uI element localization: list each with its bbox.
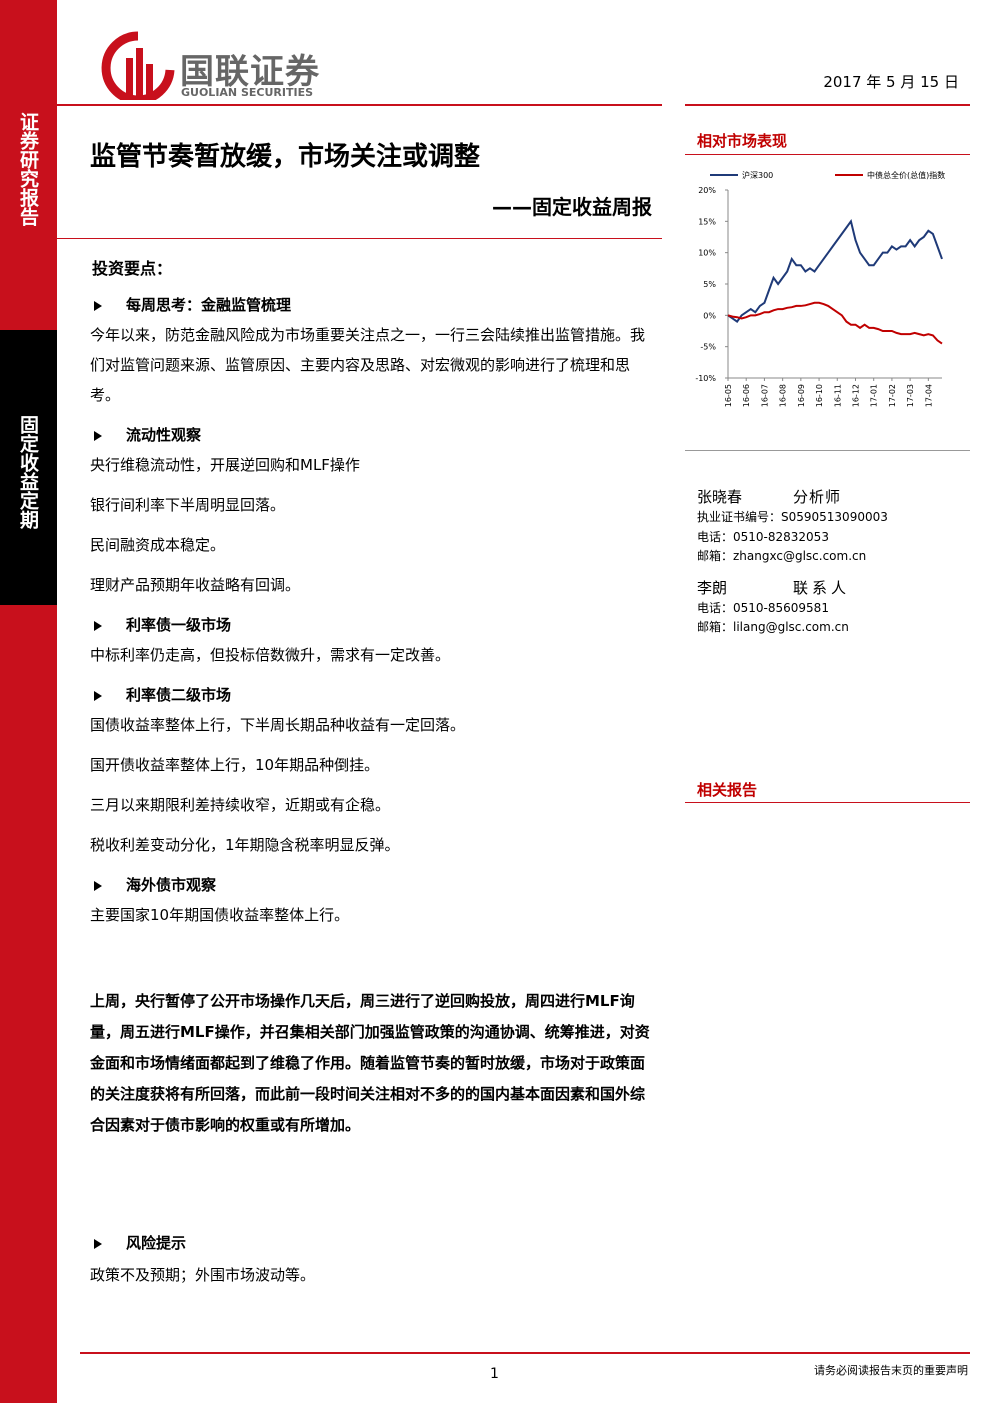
analyst-role: 分析师 — [793, 488, 842, 506]
rule — [80, 1352, 970, 1354]
risk-heading-row: 风险提示 — [90, 1228, 186, 1258]
paragraph: 民间融资成本稳定。 — [90, 536, 226, 554]
x-tick-label: 16-08 — [779, 384, 788, 407]
series-line — [727, 218, 943, 323]
analyst-role: 联系人 — [793, 578, 851, 597]
rule — [57, 238, 662, 239]
analysts: 张晓春 分析师执业证书编号：S0590513090003 电话：0510-82832… — [697, 486, 967, 638]
key-points: 投资要点： — [92, 259, 173, 278]
section-heading-row: 流动性观察 — [90, 420, 656, 450]
analyst-name: 李朗 — [697, 578, 728, 597]
y-tick-label: 15% — [698, 217, 716, 226]
series-line — [727, 301, 943, 345]
paragraph: 国开债收益率整体上行，10年期品种倒挂。 — [90, 756, 380, 774]
report-date: 2017 年 5 月 15 日 — [823, 73, 959, 91]
footer-note: 请务必阅读报告末页的重要声明 — [814, 1364, 968, 1377]
sections: 每周思考：金融监管梳理今年以来，防范金融风险成为市场重要关注点之一，一行三会陆续… — [90, 290, 656, 940]
chart: -10% -5% 0% 5% 10% 15% 20% 16-05 16-06 16-07 16-08… — [695, 170, 945, 407]
bullet-arrow — [94, 690, 102, 701]
sidebar-top-text: 证券研究报告 — [17, 112, 39, 226]
analyst-contact: 电话：0510-82832053 — [697, 529, 829, 544]
chart-heading: 相对市场表现 — [697, 132, 788, 150]
related-heading: 相关报告 — [697, 781, 758, 799]
legend-label: 沪深300 — [742, 170, 773, 180]
rule — [685, 104, 970, 106]
paragraph: 中标利率仍走高，但投标倍数微升，需求有一定改善。 — [90, 646, 451, 664]
page-number: 1 — [490, 1366, 499, 1382]
logo-mark — [101, 31, 175, 100]
risk-heading: 风险提示 — [126, 1234, 187, 1252]
bullet-arrow — [94, 880, 102, 891]
paragraph: 理财产品预期年收益略有回调。 — [90, 576, 301, 594]
bullet-arrow — [94, 620, 102, 631]
x-tick-label: 17-02 — [888, 384, 897, 407]
section-heading: 利率债二级市场 — [126, 686, 232, 704]
subtitle: ——固定收益周报 — [492, 195, 652, 219]
section-heading-row: 每周思考：金融监管梳理 — [90, 290, 656, 320]
x-tick-label: 16-05 — [724, 384, 733, 407]
logo-text: 国联证券 — [180, 52, 320, 92]
paragraph: 主要国家10年期国债收益率整体上行。 — [90, 906, 350, 924]
analyst-row: 张晓春 分析师 — [697, 486, 967, 508]
paragraph: 央行维稳流动性，开展逆回购和MLF操作 — [90, 456, 360, 474]
x-tick-label: 17-03 — [906, 384, 915, 407]
section-heading-row: 海外债市观察 — [90, 870, 656, 900]
sidebar-middle: 固定收益定期 — [0, 330, 57, 605]
summary: 上周，央行暂停了公开市场操作几天后，周三进行了逆回购投放，周四进行MLF询量，周… — [90, 992, 650, 1134]
bullet-arrow — [94, 430, 102, 441]
x-tick-label: 17-04 — [924, 384, 933, 407]
paragraph: 税收利差变动分化，1年期隐含税率明显反弹。 — [90, 836, 400, 854]
analyst-contact: 电话：0510-85609581 — [697, 600, 829, 615]
sidebar-top: 证券研究报告 — [0, 0, 57, 330]
analyst-name: 张晓春 — [697, 488, 743, 506]
logo-en: GUOLIAN SECURITIES — [181, 86, 313, 99]
title: 监管节奏暂放缓，市场关注或调整 — [90, 142, 481, 172]
section-heading-row: 利率债一级市场 — [90, 610, 656, 640]
analyst-contact: 邮箱：lilang@glsc.com.cn — [697, 620, 849, 634]
x-tick-label: 16-06 — [742, 384, 751, 407]
x-tick-label: 16-11 — [833, 384, 842, 407]
y-tick-label: 0% — [703, 311, 716, 320]
paragraph: 银行间利率下半周明显回落。 — [90, 496, 286, 514]
rule — [685, 802, 970, 803]
section-heading: 利率债一级市场 — [126, 616, 232, 634]
x-tick-label: 16-10 — [815, 384, 824, 407]
rule — [57, 104, 662, 106]
x-tick-label: 16-07 — [760, 384, 769, 407]
x-tick-label: 17-01 — [870, 384, 879, 407]
legend-label: 中债总全价(总值)指数 — [867, 170, 945, 180]
y-tick-label: 20% — [698, 186, 716, 195]
sidebar-bottom — [0, 605, 57, 1403]
sidebar-middle-text: 固定收益定期 — [17, 415, 39, 529]
risk-text: 政策不及预期；外围市场波动等。 — [90, 1266, 316, 1284]
bullet-arrow — [94, 300, 102, 311]
paragraph: 今年以来，防范金融风险成为市场重要关注点之一，一行三会陆续推出监管措施。我们对监… — [90, 326, 646, 404]
paragraph: 国债收益率整体上行，下半周长期品种收益有一定回落。 — [90, 716, 466, 734]
section-heading: 每周思考：金融监管梳理 — [126, 296, 292, 314]
section-heading: 海外债市观察 — [126, 876, 217, 894]
section-heading-row: 利率债二级市场 — [90, 680, 656, 710]
analyst-contact: 邮箱：zhangxc@glsc.com.cn — [697, 549, 867, 563]
y-tick-label: 5% — [703, 280, 716, 289]
rule — [685, 154, 970, 155]
analyst-row: 李朗 联系人 — [697, 577, 967, 599]
paragraph: 三月以来期限利差持续收窄，近期或有企稳。 — [90, 796, 391, 814]
section-heading: 流动性观察 — [126, 426, 202, 444]
x-tick-label: 16-09 — [797, 384, 806, 407]
y-tick-label: -10% — [695, 374, 716, 383]
rule — [685, 450, 970, 451]
y-tick-label: 10% — [698, 249, 716, 258]
y-tick-label: -5% — [700, 343, 716, 352]
x-tick-label: 16-12 — [851, 384, 860, 407]
analyst-contact: 执业证书编号：S0590513090003 — [697, 510, 888, 524]
